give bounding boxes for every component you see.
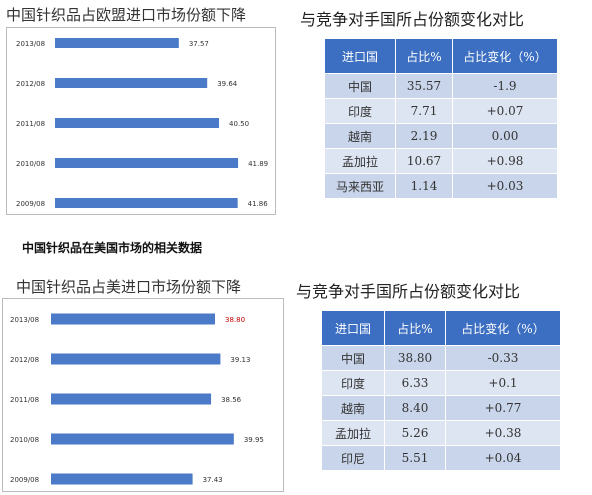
value-label: 39.64 — [217, 80, 238, 88]
eu-table-title: 与竞争对手国所占份额变化对比 — [300, 10, 525, 29]
bar — [55, 38, 179, 48]
us-section-label: 中国针织品在美国市场的相关数据 — [22, 241, 203, 255]
cell-change: +0.1 — [445, 370, 561, 396]
bar — [51, 353, 221, 365]
value-label: 38.56 — [221, 396, 242, 404]
cell-country: 中国 — [321, 345, 385, 371]
cell-change: +0.77 — [445, 395, 561, 421]
table-row: 越南 2.19 0.00 — [324, 123, 558, 149]
cell-share: 38.80 — [384, 345, 446, 371]
cell-change: +0.07 — [452, 98, 558, 124]
cell-country: 越南 — [324, 123, 396, 149]
eu-share-table: 进口国 占比% 占比变化（%） 中国 35.57 -1.9 印度 7.71 +0.07 … — [324, 38, 558, 199]
bar — [51, 313, 215, 325]
cell-share: 8.40 — [384, 395, 446, 421]
cell-country: 印度 — [321, 370, 385, 396]
category-label: 2010/08 — [10, 436, 39, 444]
eu-bar-chart: 2013/08 37.57 2012/08 39.64 2011/08 40.50 2010… — [6, 27, 276, 215]
bar — [51, 473, 193, 485]
bar — [55, 198, 238, 208]
cell-change: +0.38 — [445, 420, 561, 446]
category-label: 2009/08 — [10, 476, 39, 484]
eu-bar-chart-svg: 2013/08 37.57 2012/08 39.64 2011/08 40.50 2010… — [16, 38, 269, 208]
header-share: 占比% — [384, 310, 446, 346]
category-label: 2010/08 — [16, 160, 45, 168]
value-label: 37.43 — [203, 476, 223, 484]
cell-share: 5.51 — [384, 445, 446, 471]
us-chart-title: 中国针织品占美进口市场份额下降 — [16, 278, 242, 296]
cell-country: 印尼 — [321, 445, 385, 471]
category-label: 2013/08 — [10, 316, 39, 324]
value-label: 37.57 — [189, 40, 209, 48]
us-table-title: 与竞争对手国所占份额变化对比 — [296, 282, 521, 301]
bar — [51, 433, 234, 445]
category-label: 2011/08 — [16, 120, 45, 128]
bar — [55, 158, 239, 168]
category-label: 2013/08 — [16, 40, 45, 48]
cell-country: 印度 — [324, 98, 396, 124]
header-country: 进口国 — [324, 38, 396, 74]
table-row: 印度 6.33 +0.1 — [321, 370, 561, 396]
cell-share: 5.26 — [384, 420, 446, 446]
us-bar-chart: 2013/08 38.80 2012/08 39.13 2011/08 38.56 2010… — [2, 298, 284, 492]
cell-change: +0.03 — [452, 173, 558, 199]
cell-share: 7.71 — [395, 98, 453, 124]
cell-country: 马来西亚 — [324, 173, 396, 199]
table-row: 中国 35.57 -1.9 — [324, 73, 558, 99]
cell-share: 2.19 — [395, 123, 453, 149]
table-header-row: 进口国 占比% 占比变化（%） — [324, 38, 558, 74]
eu-chart-title: 中国针织品占欧盟进口市场份额下降 — [6, 6, 247, 24]
header-change: 占比变化（%） — [452, 38, 558, 74]
us-bar-chart-svg: 2013/08 38.80 2012/08 39.13 2011/08 38.56 2010… — [10, 313, 264, 485]
value-label: 39.95 — [244, 436, 264, 444]
table-header-row: 进口国 占比% 占比变化（%） — [321, 310, 561, 346]
category-label: 2009/08 — [16, 200, 45, 208]
table-row: 印度 7.71 +0.07 — [324, 98, 558, 124]
table-row: 孟加拉 5.26 +0.38 — [321, 420, 561, 446]
cell-country: 中国 — [324, 73, 396, 99]
value-label: 39.13 — [230, 356, 250, 364]
cell-change: -1.9 — [452, 73, 558, 99]
category-label: 2012/08 — [16, 80, 45, 88]
table-row: 越南 8.40 +0.77 — [321, 395, 561, 421]
category-label: 2012/08 — [10, 356, 39, 364]
cell-country: 孟加拉 — [321, 420, 385, 446]
value-label: 41.86 — [248, 200, 269, 208]
cell-share: 35.57 — [395, 73, 453, 99]
value-label: 41.89 — [248, 160, 268, 168]
cell-share: 6.33 — [384, 370, 446, 396]
header-change: 占比变化（%） — [445, 310, 561, 346]
table-row: 孟加拉 10.67 +0.98 — [324, 148, 558, 174]
table-row: 马来西亚 1.14 +0.03 — [324, 173, 558, 199]
header-share: 占比% — [395, 38, 453, 74]
cell-share: 1.14 — [395, 173, 453, 199]
cell-country: 孟加拉 — [324, 148, 396, 174]
header-country: 进口国 — [321, 310, 385, 346]
value-label: 38.80 — [225, 316, 245, 324]
bar — [51, 393, 212, 405]
us-share-table: 进口国 占比% 占比变化（%） 中国 38.80 -0.33 印度 6.33 +0.1 … — [321, 310, 561, 471]
value-label: 40.50 — [229, 120, 249, 128]
cell-change: 0.00 — [452, 123, 558, 149]
cell-share: 10.67 — [395, 148, 453, 174]
table-row: 印尼 5.51 +0.04 — [321, 445, 561, 471]
table-row: 中国 38.80 -0.33 — [321, 345, 561, 371]
cell-change: +0.04 — [445, 445, 561, 471]
bar — [55, 118, 219, 128]
category-label: 2011/08 — [10, 396, 39, 404]
cell-change: -0.33 — [445, 345, 561, 371]
cell-country: 越南 — [321, 395, 385, 421]
cell-change: +0.98 — [452, 148, 558, 174]
bar — [55, 78, 208, 88]
